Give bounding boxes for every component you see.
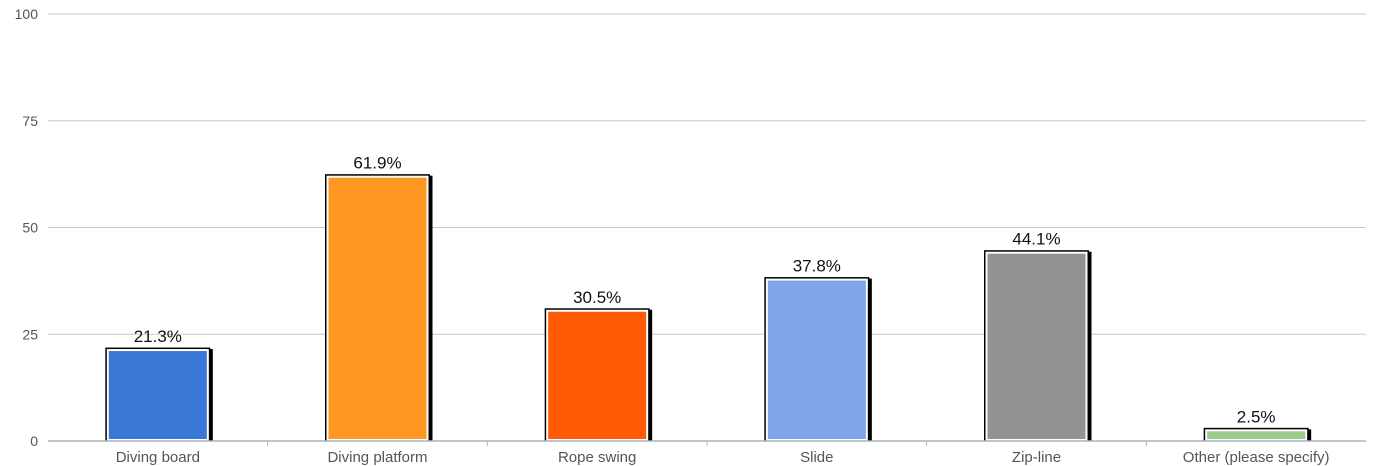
bar bbox=[1203, 427, 1312, 441]
bar bbox=[764, 277, 872, 441]
data-label: 21.3% bbox=[134, 327, 182, 346]
x-tick-label: Diving board bbox=[116, 449, 200, 466]
x-tick-label: Slide bbox=[800, 449, 833, 466]
bar-fill bbox=[1207, 431, 1306, 439]
data-label: 2.5% bbox=[1237, 407, 1276, 426]
y-tick-label: 0 bbox=[30, 433, 38, 449]
bar-fill bbox=[548, 311, 647, 439]
bar bbox=[544, 308, 653, 441]
y-axis-ticks: 0 25 50 75 100 bbox=[15, 6, 39, 449]
x-axis: Diving board Diving platform Rope swing Sli… bbox=[48, 440, 1366, 466]
bar-fill bbox=[767, 280, 866, 439]
gridlines bbox=[48, 13, 1366, 335]
bar bbox=[984, 250, 1092, 441]
data-label: 30.5% bbox=[573, 288, 621, 307]
x-tick-label: Zip-line bbox=[1012, 449, 1061, 466]
bar bbox=[105, 347, 213, 441]
bars bbox=[105, 174, 1312, 441]
y-tick-label: 25 bbox=[22, 326, 38, 342]
bar-fill bbox=[328, 177, 427, 439]
x-tick-label: Other (please specify) bbox=[1183, 449, 1330, 466]
y-tick-label: 100 bbox=[15, 6, 39, 22]
bar-fill bbox=[108, 351, 207, 439]
bar bbox=[325, 174, 433, 441]
x-tick-label: Rope swing bbox=[558, 449, 636, 466]
data-label: 37.8% bbox=[793, 257, 841, 276]
data-labels: 21.3% 61.9% 30.5% 37.8% 44.1% 2.5% bbox=[134, 154, 1276, 427]
x-tick-label: Diving platform bbox=[327, 449, 427, 466]
data-label: 44.1% bbox=[1012, 230, 1060, 249]
data-label: 61.9% bbox=[353, 154, 401, 173]
y-tick-label: 50 bbox=[22, 220, 38, 236]
y-tick-label: 75 bbox=[22, 113, 38, 129]
bar-fill bbox=[987, 253, 1086, 439]
